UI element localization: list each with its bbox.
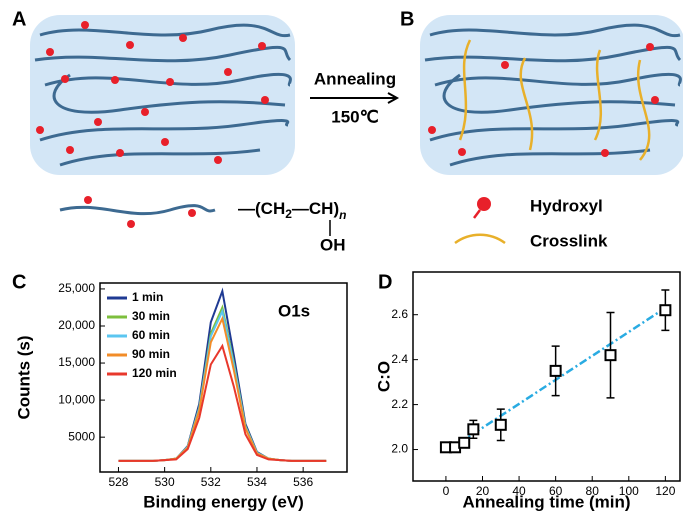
- y-tick-label: 10,000: [58, 392, 95, 406]
- x-tick-label: 534: [247, 475, 267, 489]
- legend-text: Crosslink: [530, 231, 608, 250]
- x-tick-label: 100: [619, 484, 639, 498]
- panel-label: B: [400, 8, 414, 30]
- legend-label: 60 min: [132, 328, 170, 342]
- x-tick-label: 536: [293, 475, 313, 489]
- legend-label: 1 min: [132, 290, 163, 304]
- formula-oh: OH: [320, 235, 346, 254]
- fiber-legend: [59, 204, 216, 216]
- plot-frame: [99, 282, 348, 473]
- spectrum-line: [118, 343, 327, 462]
- point: [467, 423, 480, 436]
- arrow-label: Annealing: [314, 69, 396, 88]
- panel-label: A: [12, 8, 26, 30]
- formula-part: —CH): [292, 199, 339, 218]
- fibers: [34, 23, 682, 167]
- y-tick-label: 2.4: [391, 352, 408, 366]
- y-tick-label: 20,000: [58, 318, 95, 332]
- formula-sub: 2: [285, 207, 292, 221]
- hydroxyl-dots: [84, 196, 196, 228]
- hydroxyl-dots: [36, 21, 659, 164]
- legend-label: 30 min: [132, 309, 170, 323]
- hydroxyl-icon: [477, 197, 491, 211]
- legend-text: Hydroxyl: [530, 196, 603, 215]
- y-tick-label: 2.0: [391, 442, 408, 456]
- crosslink-icon: [454, 233, 506, 245]
- x-tick-label: 0: [443, 484, 450, 498]
- y-tick-label: 2.2: [391, 397, 408, 411]
- x-tick-label: 530: [155, 475, 175, 489]
- formula-part: —(CH: [238, 199, 285, 218]
- x-tick-label: 532: [201, 475, 221, 489]
- panel-label: C: [12, 271, 26, 293]
- formula-sub: n: [339, 208, 346, 222]
- x-axis-label: Annealing time (min): [462, 492, 630, 511]
- arrow-label: 150℃: [331, 107, 378, 126]
- x-tick-label: 80: [586, 484, 600, 498]
- y-tick-label: 25,000: [58, 281, 95, 295]
- y-axis-label: C:O: [374, 361, 393, 392]
- legend-label: 120 min: [132, 366, 177, 380]
- annotation: O1s: [278, 301, 310, 320]
- hydroxyl-icon: [473, 209, 481, 219]
- x-tick-label: 120: [655, 484, 675, 498]
- legend-label: 90 min: [132, 347, 170, 361]
- x-tick-label: 528: [108, 475, 128, 489]
- point: [549, 364, 562, 377]
- x-tick-label: 40: [512, 484, 526, 498]
- y-tick-label: 2.6: [391, 307, 408, 321]
- y-axis-label: Counts (s): [14, 335, 33, 419]
- crosslinks: [458, 39, 651, 161]
- panel-label: D: [378, 271, 392, 293]
- x-axis-label: Binding energy (eV): [143, 492, 304, 511]
- x-tick-label: 60: [549, 484, 563, 498]
- point: [458, 436, 471, 449]
- point: [494, 418, 507, 431]
- x-tick-label: 20: [476, 484, 490, 498]
- y-tick-label: 5000: [68, 429, 95, 443]
- formula: —(CH2—CH)n: [238, 199, 346, 222]
- arrow-head: [387, 92, 400, 104]
- y-tick-label: 15,000: [58, 355, 95, 369]
- plot-frame: [412, 271, 681, 482]
- point: [604, 349, 617, 362]
- schematic: A B Annealing 150℃ —(CH2—CH)n OH Hydroxy…: [12, 8, 683, 293]
- point: [659, 304, 672, 317]
